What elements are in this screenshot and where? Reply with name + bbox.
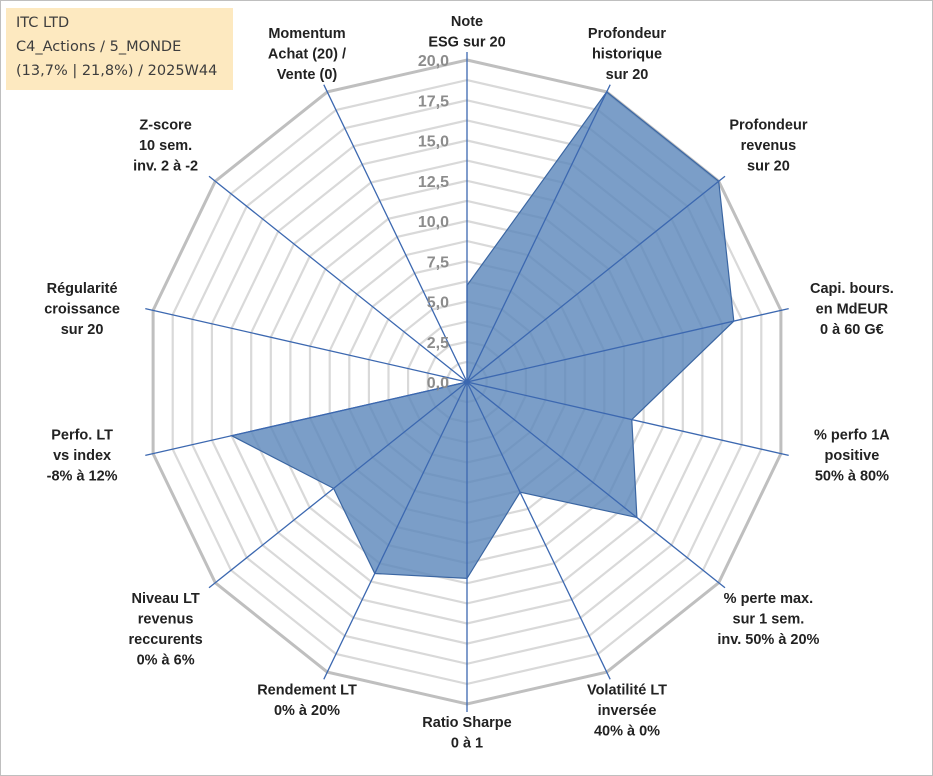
axis-label-volatilite-lt-line-2: inversée bbox=[598, 703, 657, 719]
axis-label-regularite-croissance: Régularité croissance sur 20 bbox=[44, 281, 120, 338]
tick-layer: 0,0 2,5 5,0 7,5 10,0 12,5 15,0 17,5 20,0 bbox=[418, 53, 449, 392]
axis-label-z-score: Z-score 10 sem. inv. 2 à -2 bbox=[133, 118, 198, 175]
axis-label-momentum: Momentum Achat (20) / Vente (0) bbox=[268, 26, 346, 83]
axis-label-niveau-lt-revenus: Niveau LT revenus reccurents 0% à 6% bbox=[129, 591, 203, 669]
axis-label-profondeur-revenus: Profondeur revenus sur 20 bbox=[729, 118, 807, 175]
axis-label-perte-max-line-3: inv. 50% à 20% bbox=[717, 632, 819, 648]
stats-label: (13,7% | 21,8%) / 2025W44 bbox=[16, 63, 218, 79]
axis-label-ratio-sharpe-line-2: 0 à 1 bbox=[451, 736, 483, 752]
axis-label-perte-max-line-1: % perte max. bbox=[724, 591, 813, 607]
company-name: ITC LTD bbox=[16, 15, 70, 31]
axis-label-niveau-lt-revenus-line-2: revenus bbox=[138, 611, 194, 627]
axis-label-perfo-1a-positive: % perfo 1A positive 50% à 80% bbox=[814, 428, 890, 485]
tick-label-2: 5,0 bbox=[427, 295, 449, 312]
axis-label-momentum-line-3: Vente (0) bbox=[277, 67, 338, 83]
spoke-regularite-croissance bbox=[145, 307, 468, 383]
axis-label-momentum-line-1: Momentum bbox=[268, 26, 345, 42]
axis-label-profondeur-historique-line-3: sur 20 bbox=[606, 67, 649, 83]
category-label: C4_Actions / 5_MONDE bbox=[16, 39, 182, 55]
spoke-perte-max bbox=[466, 381, 726, 589]
axis-label-niveau-lt-revenus-line-1: Niveau LT bbox=[131, 591, 199, 607]
axis-label-z-score-line-2: 10 sem. bbox=[139, 138, 192, 154]
axis-label-profondeur-revenus-line-2: revenus bbox=[741, 138, 797, 154]
spoke-z-score bbox=[208, 175, 468, 383]
axis-label-regularite-croissance-line-2: croissance bbox=[44, 301, 120, 317]
tick-label-1: 2,5 bbox=[427, 335, 449, 352]
axis-label-z-score-line-3: inv. 2 à -2 bbox=[133, 159, 198, 175]
axis-label-note-esg-line-2: ESG sur 20 bbox=[428, 35, 505, 51]
axis-label-capi-bours-line-2: en MdEUR bbox=[816, 301, 889, 317]
axis-label-volatilite-lt: Volatilité LT inversée 40% à 0% bbox=[587, 682, 667, 739]
axis-label-z-score-line-1: Z-score bbox=[139, 118, 191, 134]
axis-label-perfo-lt-vs-index-line-3: -8% à 12% bbox=[47, 469, 118, 485]
axis-label-profondeur-historique: Profondeur historique sur 20 bbox=[588, 26, 666, 83]
axis-label-rendement-lt-line-2: 0% à 20% bbox=[274, 703, 340, 719]
axis-label-perte-max: % perte max. sur 1 sem. inv. 50% à 20% bbox=[717, 591, 819, 648]
axis-label-regularite-croissance-line-3: sur 20 bbox=[61, 322, 104, 338]
tick-label-7: 17,5 bbox=[418, 93, 449, 110]
spoke-momentum bbox=[323, 84, 468, 383]
tick-label-6: 15,0 bbox=[418, 134, 449, 151]
axis-label-perfo-lt-vs-index-line-1: Perfo. LT bbox=[51, 428, 113, 444]
axis-label-capi-bours-line-1: Capi. bours. bbox=[810, 281, 894, 297]
axis-label-volatilite-lt-line-3: 40% à 0% bbox=[594, 723, 660, 739]
spoke-perfo-1a-positive bbox=[466, 381, 789, 457]
tick-label-3: 7,5 bbox=[427, 254, 449, 271]
axis-label-ratio-sharpe: Ratio Sharpe 0 à 1 bbox=[422, 715, 511, 752]
axis-label-momentum-line-2: Achat (20) / bbox=[268, 47, 346, 63]
spoke-volatilite-lt bbox=[466, 381, 611, 680]
axis-label-profondeur-revenus-line-1: Profondeur bbox=[729, 118, 807, 134]
axis-label-perte-max-line-2: sur 1 sem. bbox=[733, 611, 805, 627]
axis-label-perfo-1a-positive-line-1: % perfo 1A bbox=[814, 428, 890, 444]
tick-label-0: 0,0 bbox=[427, 375, 449, 392]
tick-label-8: 20,0 bbox=[418, 53, 449, 70]
axis-label-profondeur-historique-line-1: Profondeur bbox=[588, 26, 666, 42]
tick-label-4: 10,0 bbox=[418, 214, 449, 231]
axis-label-note-esg: Note ESG sur 20 bbox=[428, 14, 505, 51]
spoke-profondeur-revenus bbox=[466, 175, 726, 383]
axis-label-capi-bours: Capi. bours. en MdEUR 0 à 60 G€ bbox=[810, 281, 894, 338]
axis-label-profondeur-historique-line-2: historique bbox=[592, 47, 662, 63]
label-layer: Note ESG sur 20 Profondeur historique sur 20… bbox=[44, 14, 894, 752]
axis-label-rendement-lt: Rendement LT 0% à 20% bbox=[257, 682, 357, 719]
spoke-profondeur-historique bbox=[466, 84, 611, 383]
spoke-capi-bours bbox=[466, 307, 789, 383]
axis-label-capi-bours-line-3: 0 à 60 G€ bbox=[820, 322, 884, 338]
axis-label-perfo-lt-vs-index-line-2: vs index bbox=[53, 448, 111, 464]
axis-label-perfo-lt-vs-index: Perfo. LT vs index -8% à 12% bbox=[47, 428, 118, 485]
spoke-layer bbox=[145, 52, 789, 712]
axis-label-perfo-1a-positive-line-2: positive bbox=[825, 448, 880, 464]
fund-info-box: ITC LTD C4_Actions / 5_MONDE (13,7% | 21… bbox=[6, 8, 233, 90]
axis-label-perfo-1a-positive-line-3: 50% à 80% bbox=[815, 469, 889, 485]
axis-label-regularite-croissance-line-1: Régularité bbox=[47, 281, 118, 297]
axis-label-profondeur-revenus-line-3: sur 20 bbox=[747, 159, 790, 175]
spoke-perfo-lt-vs-index bbox=[145, 381, 468, 457]
spoke-niveau-lt-revenus bbox=[208, 381, 468, 589]
axis-label-volatilite-lt-line-1: Volatilité LT bbox=[587, 682, 667, 698]
axis-label-rendement-lt-line-1: Rendement LT bbox=[257, 682, 357, 698]
spoke-rendement-lt bbox=[323, 381, 468, 680]
axis-label-niveau-lt-revenus-line-3: reccurents bbox=[129, 632, 203, 648]
tick-label-5: 12,5 bbox=[418, 174, 449, 191]
axis-label-note-esg-line-1: Note bbox=[451, 14, 483, 30]
axis-label-niveau-lt-revenus-line-4: 0% à 6% bbox=[137, 652, 195, 668]
axis-label-ratio-sharpe-line-1: Ratio Sharpe bbox=[422, 715, 511, 731]
